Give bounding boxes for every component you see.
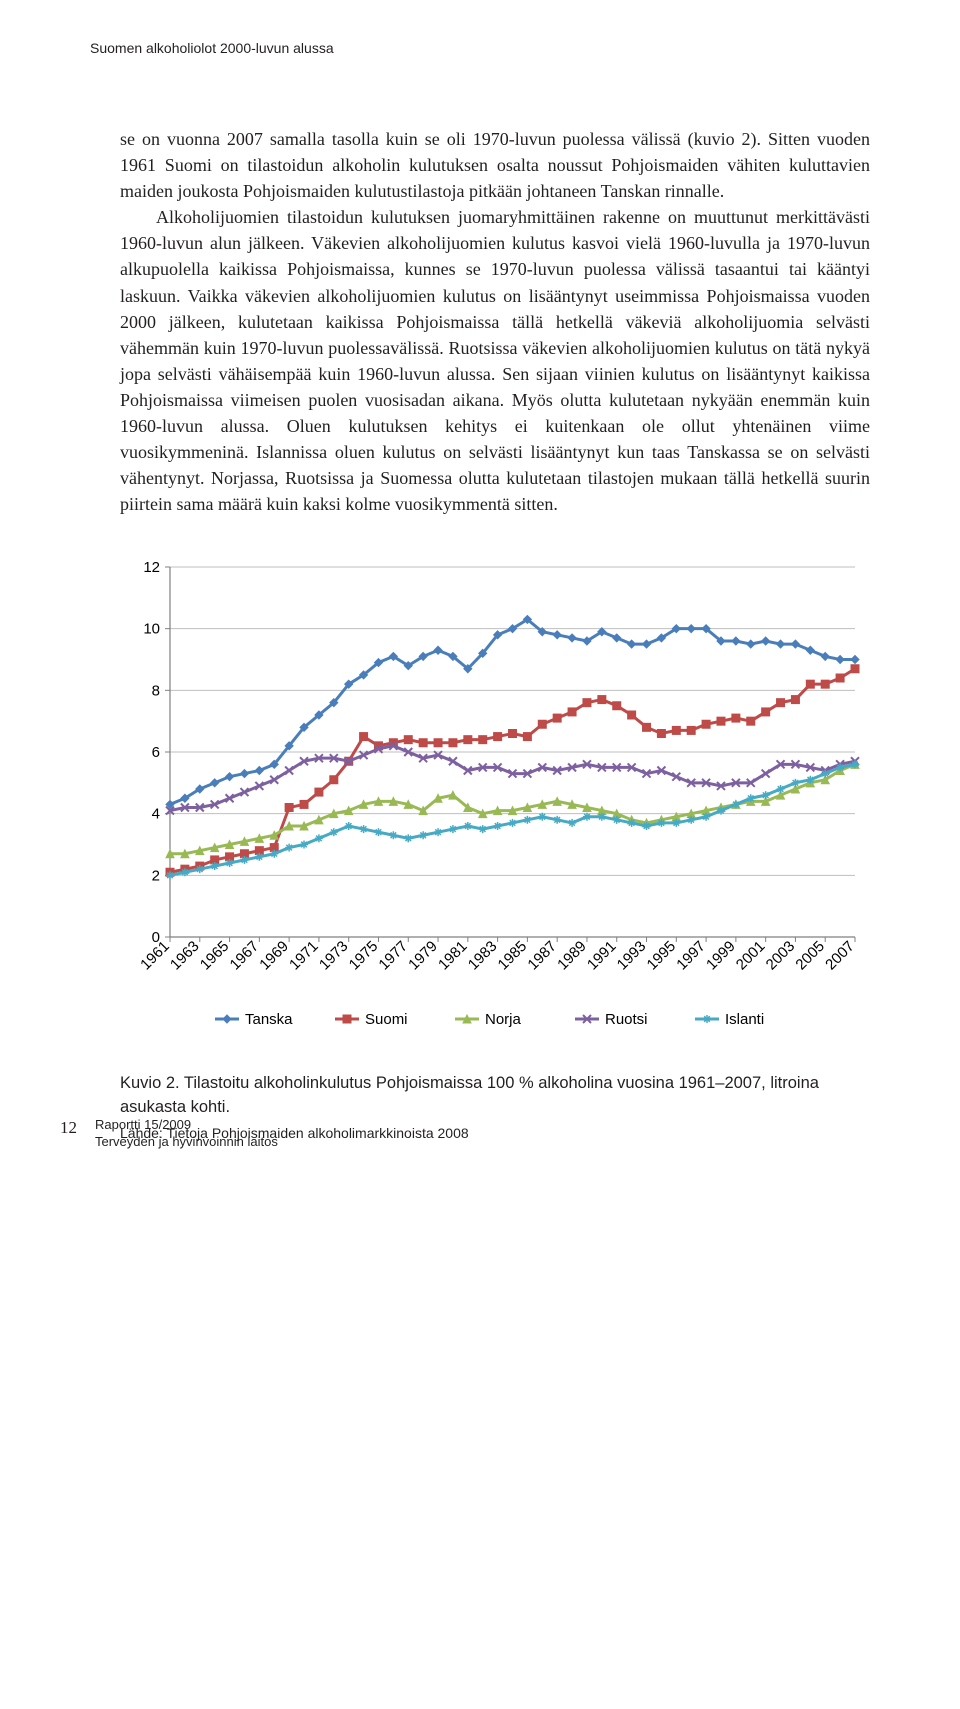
page-number: 12 — [60, 1117, 77, 1139]
svg-text:1989: 1989 — [554, 938, 590, 974]
svg-text:1981: 1981 — [435, 938, 471, 974]
paragraph-2: Alkoholijuomien tilastoidun kulutuksen j… — [120, 204, 870, 517]
line-chart: 0246810121961196319651967196919711973197… — [120, 557, 870, 1042]
svg-text:2003: 2003 — [763, 938, 799, 974]
svg-text:Norja: Norja — [485, 1011, 522, 1028]
svg-text:Ruotsi: Ruotsi — [605, 1011, 648, 1028]
svg-text:Tanska: Tanska — [245, 1011, 293, 1028]
svg-text:4: 4 — [152, 806, 160, 823]
svg-text:1977: 1977 — [375, 938, 411, 974]
footer-line-1: Raportti 15/2009 — [95, 1117, 191, 1132]
svg-text:12: 12 — [143, 559, 160, 576]
svg-text:1985: 1985 — [495, 938, 531, 974]
svg-text:Islanti: Islanti — [725, 1011, 764, 1028]
paragraph-1: se on vuonna 2007 samalla tasolla kuin s… — [120, 126, 870, 204]
svg-text:1991: 1991 — [584, 938, 620, 974]
body-text-block: se on vuonna 2007 samalla tasolla kuin s… — [120, 126, 870, 517]
figure-caption: Kuvio 2. Tilastoitu alkoholinkulutus Poh… — [120, 1072, 870, 1118]
svg-text:6: 6 — [152, 744, 160, 761]
svg-text:1975: 1975 — [346, 938, 382, 974]
svg-text:1979: 1979 — [405, 938, 441, 974]
footer-line-2: Terveyden ja hyvinvoinnin laitos — [95, 1134, 278, 1149]
svg-text:1967: 1967 — [227, 938, 263, 974]
svg-text:1999: 1999 — [703, 938, 739, 974]
svg-text:1993: 1993 — [614, 938, 650, 974]
svg-text:1963: 1963 — [167, 938, 203, 974]
svg-text:1983: 1983 — [465, 938, 501, 974]
svg-text:1973: 1973 — [316, 938, 352, 974]
svg-text:Suomi: Suomi — [365, 1011, 408, 1028]
page-footer: 12 Raportti 15/2009 Terveyden ja hyvinvo… — [60, 1117, 278, 1151]
svg-text:8: 8 — [152, 683, 160, 700]
svg-text:1997: 1997 — [673, 938, 709, 974]
running-header: Suomen alkoholiolot 2000-luvun alussa — [90, 40, 870, 56]
svg-text:2001: 2001 — [733, 938, 769, 974]
svg-text:1995: 1995 — [644, 938, 680, 974]
svg-text:1965: 1965 — [197, 938, 233, 974]
svg-text:2007: 2007 — [822, 938, 858, 974]
svg-text:2: 2 — [152, 868, 160, 885]
svg-text:10: 10 — [143, 621, 160, 638]
svg-text:1987: 1987 — [524, 938, 560, 974]
svg-text:1969: 1969 — [256, 938, 292, 974]
svg-text:2005: 2005 — [792, 938, 828, 974]
svg-text:1971: 1971 — [286, 938, 322, 974]
svg-text:1961: 1961 — [137, 938, 173, 974]
